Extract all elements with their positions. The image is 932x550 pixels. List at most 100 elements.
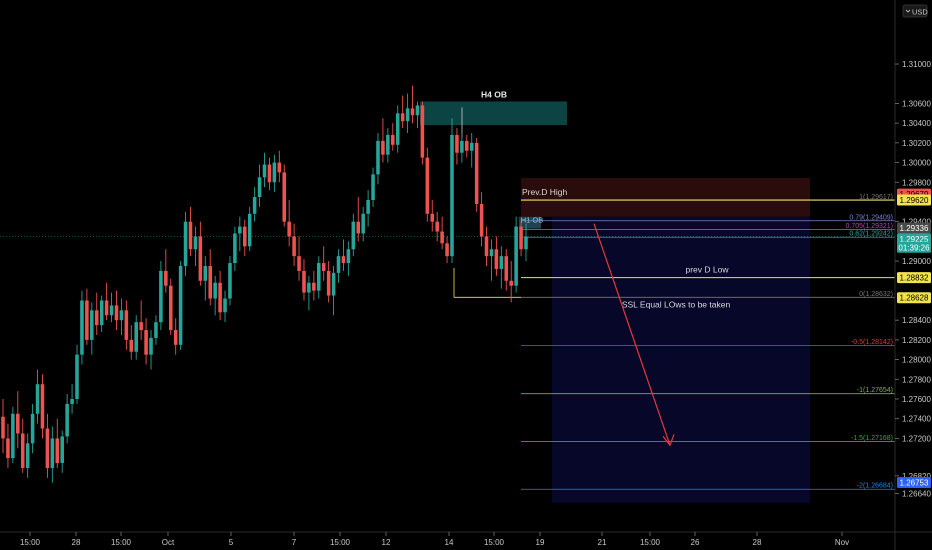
candle	[499, 246, 504, 289]
candle	[154, 315, 158, 345]
fib-level-label: -1.5(1.27168)	[851, 435, 893, 442]
candle-body	[484, 236, 489, 257]
candle	[341, 239, 346, 271]
candle-body	[450, 134, 454, 257]
candle	[312, 270, 316, 301]
candle	[489, 239, 494, 281]
candle-body	[321, 263, 326, 271]
candle-body	[460, 140, 464, 153]
candle-body	[425, 157, 430, 214]
price-tag	[897, 241, 931, 253]
candle-body	[400, 113, 405, 122]
y-tick-label: 1.29800	[902, 178, 931, 187]
candle	[16, 391, 20, 449]
candle-body	[65, 403, 69, 437]
price-tag	[897, 476, 931, 488]
candle-body	[94, 310, 99, 326]
candle	[282, 164, 287, 227]
y-tick-label: 1.26640	[902, 490, 931, 499]
candle	[94, 292, 99, 335]
y-tick-label: 1.29400	[902, 218, 931, 227]
price-tag-label: 1.29225	[900, 235, 929, 244]
x-tick-label: 15:00	[330, 538, 351, 547]
candle	[114, 290, 119, 331]
price-tag	[897, 272, 931, 284]
candle-body	[435, 221, 439, 232]
candle-body	[489, 249, 494, 257]
candle	[99, 295, 104, 333]
candle-body	[336, 256, 341, 273]
candle	[455, 128, 459, 165]
candle	[55, 418, 60, 468]
candle	[445, 236, 449, 264]
candle	[218, 270, 222, 321]
candle	[450, 118, 454, 264]
candle-body	[16, 413, 20, 434]
candle	[316, 256, 321, 299]
candle	[420, 101, 425, 165]
y-tick-label: 1.31000	[902, 60, 931, 69]
candle-body	[509, 280, 513, 286]
candle-body	[391, 134, 395, 145]
candle	[45, 413, 50, 478]
candle	[80, 290, 84, 365]
candle	[188, 206, 193, 257]
candle-body	[371, 174, 375, 200]
candle	[183, 211, 188, 276]
candle-body	[504, 256, 509, 281]
candle-body	[326, 270, 331, 296]
candle-body	[134, 322, 138, 352]
candle	[208, 249, 213, 306]
h4-ob-label: H4 OB	[481, 89, 507, 99]
candle	[242, 219, 247, 257]
y-tick-label: 1.28000	[902, 356, 931, 365]
y-tick-label: 1.26820	[902, 472, 931, 481]
target-zone	[552, 216, 810, 504]
fib-level-label: 0.79(1.29409)	[849, 214, 893, 221]
y-tick-label: 1.27600	[902, 395, 931, 404]
candle-body	[351, 221, 356, 250]
candle-body	[262, 164, 267, 178]
candle-body	[474, 142, 479, 204]
candle	[30, 403, 35, 454]
candle-body	[469, 142, 474, 151]
candle	[203, 256, 208, 301]
price-tag-label: 1.26753	[900, 478, 929, 487]
candle-body	[341, 256, 346, 264]
price-tag-label: 01:39:26	[898, 243, 930, 252]
candle	[484, 226, 489, 266]
candle-body	[494, 249, 499, 269]
candle-body	[361, 213, 365, 234]
candle-body	[514, 226, 518, 286]
x-tick-label: 14	[445, 538, 454, 547]
candle-body	[465, 140, 469, 151]
candle-body	[292, 236, 296, 257]
time-axis[interactable]: 15:00 28 15:00 Oct 5 7 15:00 12 14 15:00 19 21 15:00…	[20, 532, 849, 547]
x-tick-label: 26	[691, 538, 700, 547]
price-axis[interactable]: 1.31000 1.30600 1.30400 1.30200 1.30000 1.298…	[895, 60, 931, 499]
candle	[213, 275, 217, 316]
candle	[223, 290, 227, 323]
candle	[104, 282, 109, 321]
y-tick-label: 1.30200	[902, 139, 931, 148]
candle-body	[277, 162, 282, 173]
candle-body	[312, 282, 316, 291]
candle	[119, 298, 124, 335]
candle-body	[218, 282, 222, 313]
candle-body	[164, 270, 168, 286]
fib-level-label: 1(1.29617)	[859, 194, 893, 201]
price-tags: 1.296791.296201.293361.2922501:39:261.28…	[897, 188, 931, 488]
candle-body	[519, 226, 523, 250]
candle-body	[228, 263, 232, 299]
currency-badge-box	[902, 4, 928, 18]
candle-body	[45, 428, 50, 468]
candle	[109, 292, 114, 323]
candle	[139, 300, 143, 340]
y-tick-label: 1.30400	[902, 119, 931, 128]
candle	[65, 394, 69, 444]
y-tick-label: 1.29000	[902, 257, 931, 266]
candle-body	[114, 305, 119, 321]
currency-badge[interactable]: USD	[902, 4, 928, 18]
candle	[435, 211, 439, 242]
